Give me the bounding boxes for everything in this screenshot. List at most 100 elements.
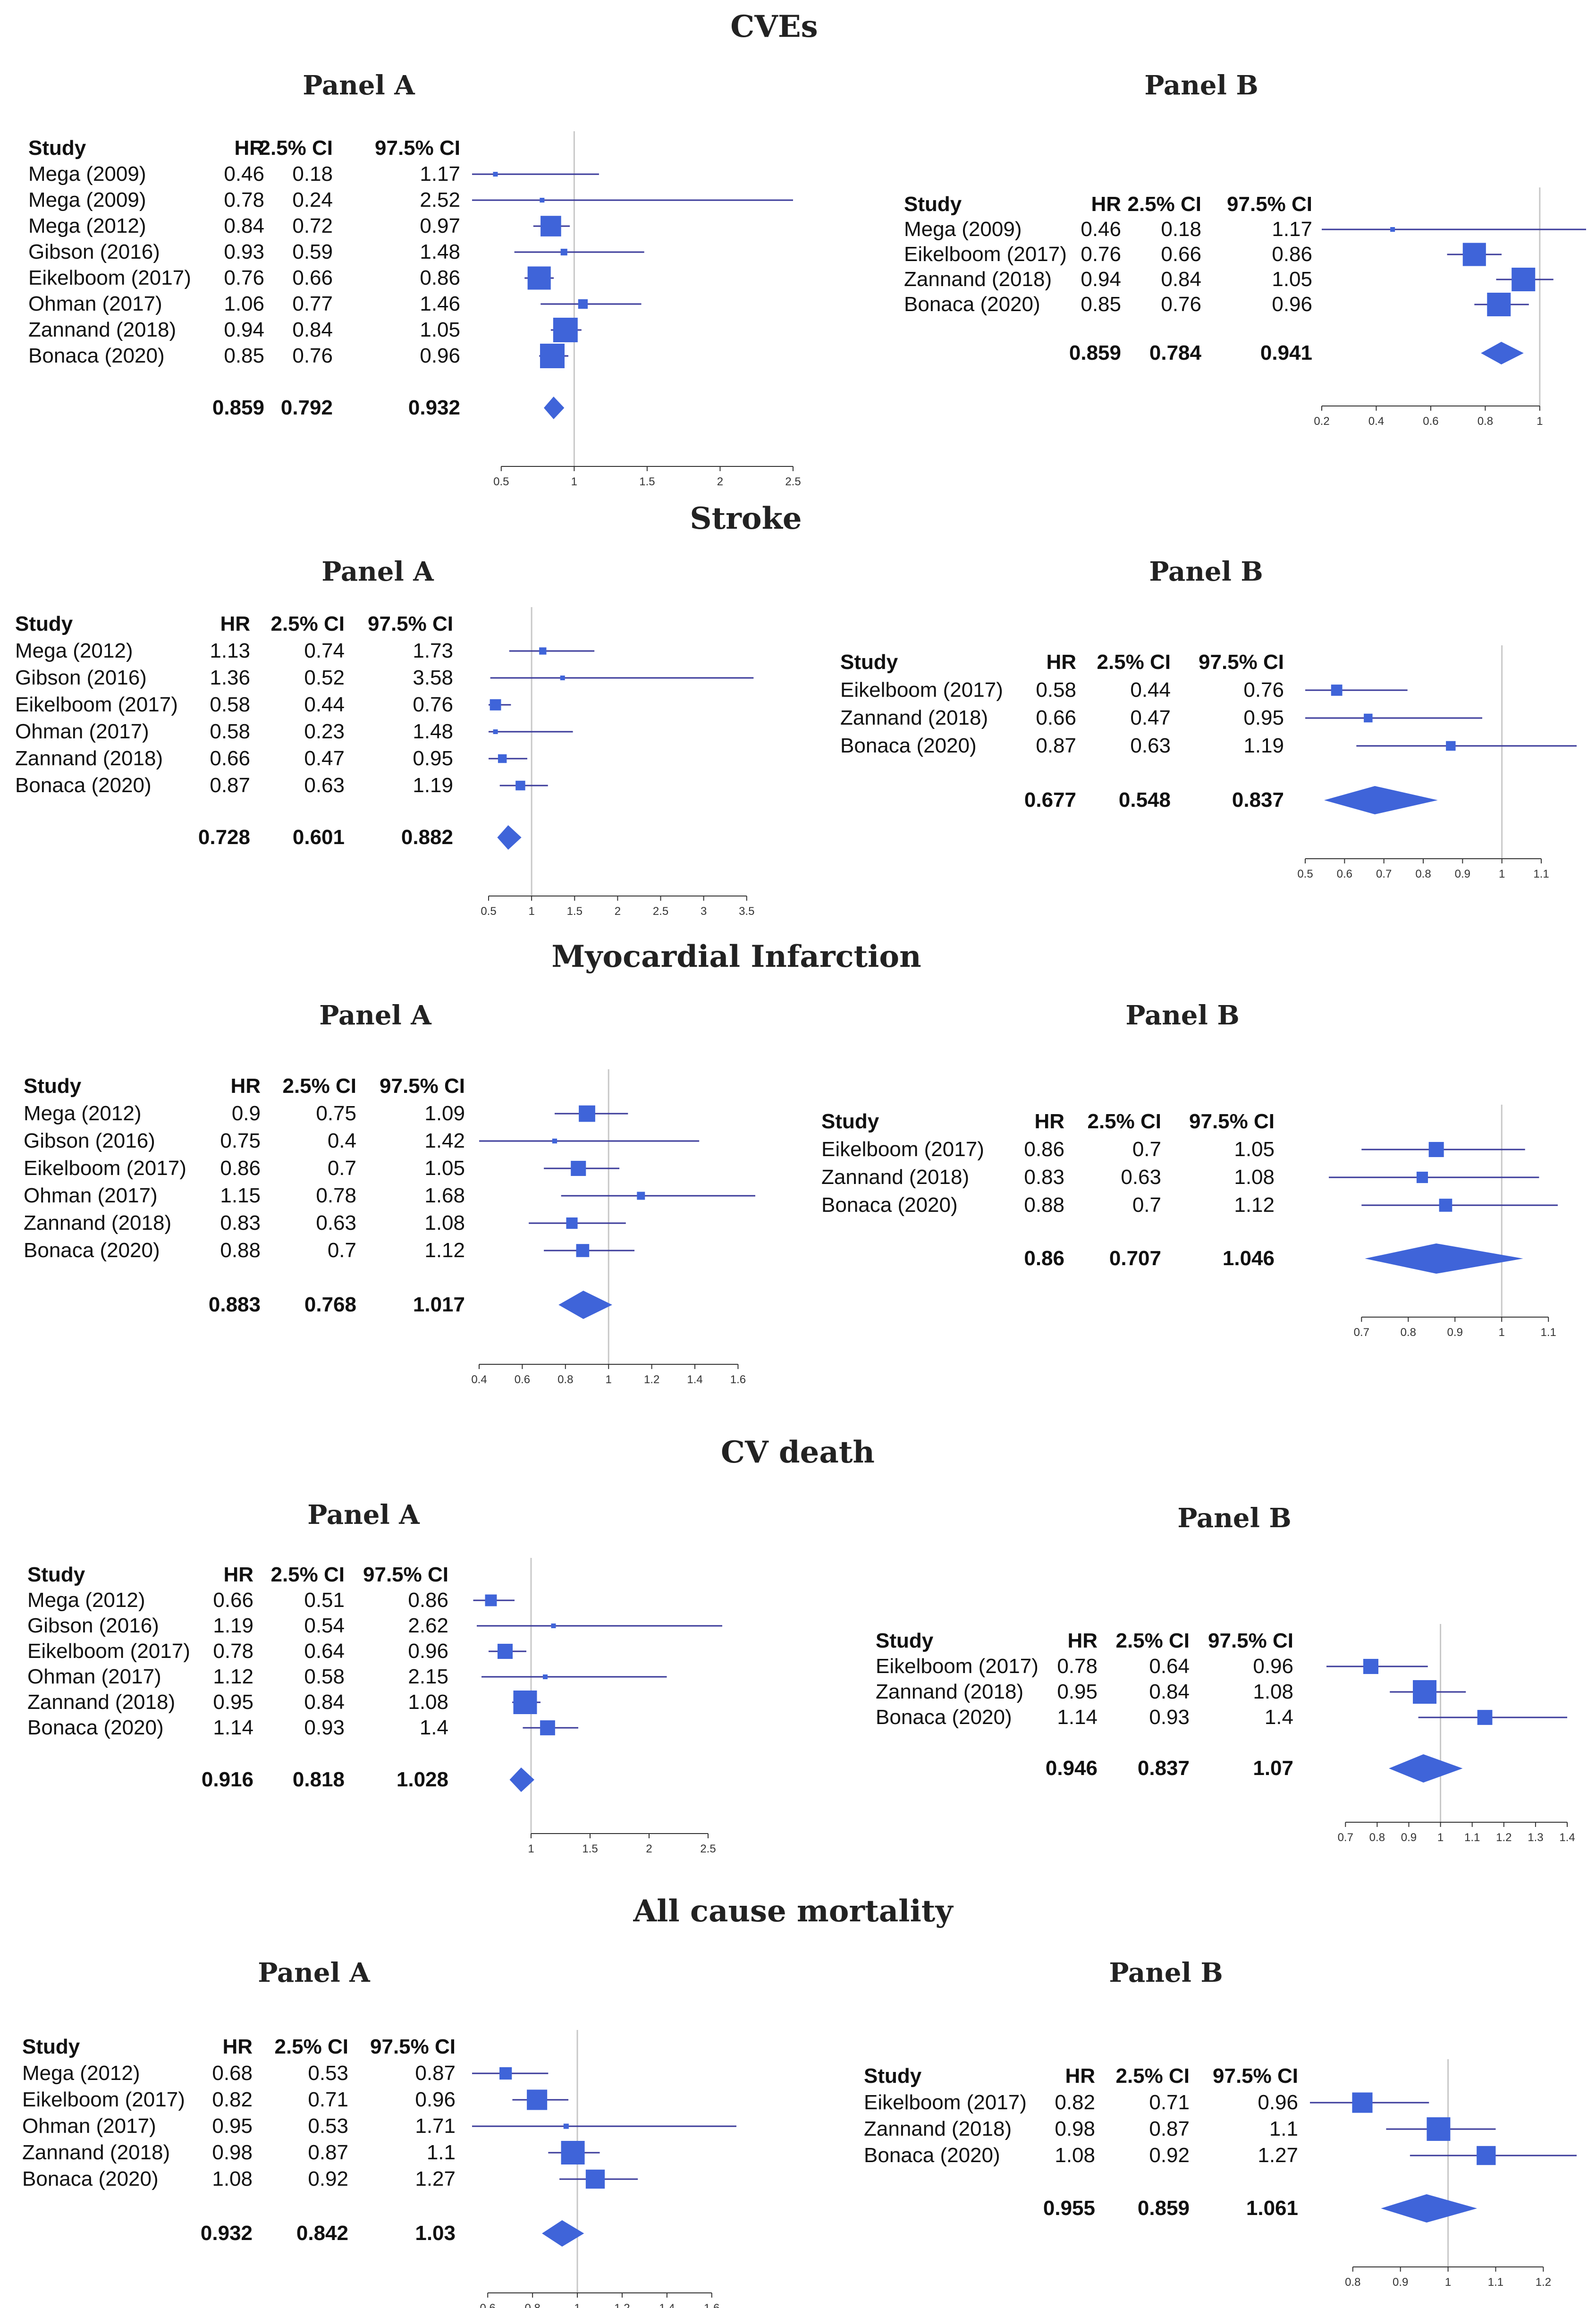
ci-high-value: 2.15 (408, 1665, 448, 1688)
pooled-ci-low-value: 0.818 (293, 1768, 345, 1791)
x-tick-label: 2.5 (653, 905, 668, 918)
ci-high-value: 1.27 (1258, 2144, 1298, 2167)
table-row: Eikelboom (2017) 0.78 0.64 0.96 (27, 1640, 526, 1663)
ci-low-value: 0.47 (1130, 706, 1171, 729)
hr-marker (585, 2169, 605, 2189)
ci-low-value: 0.7 (1132, 1193, 1161, 1217)
pooled-ci-high-value: 1.03 (415, 2222, 456, 2245)
hr-value: 0.94 (224, 318, 264, 341)
x-tick-label: 2.5 (785, 475, 801, 488)
header-ci-high: 97.5% CI (1199, 651, 1284, 674)
x-tick-label: 0.9 (1401, 1831, 1417, 1844)
hr-marker (561, 2141, 585, 2164)
study-label: Mega (2012) (27, 1589, 145, 1612)
table-row: Mega (2012) 0.84 0.72 0.97 (28, 214, 570, 237)
ci-low-value: 0.53 (308, 2062, 348, 2085)
x-tick-label: 3.5 (739, 905, 754, 918)
x-tick-label: 0.7 (1376, 868, 1392, 880)
ci-low-value: 0.78 (316, 1184, 356, 1207)
pooled-hr-value: 0.728 (198, 826, 250, 849)
ci-high-value: 1.08 (1253, 1680, 1293, 1703)
table-row: Bonaca (2020) 0.85 0.76 0.96 (28, 344, 568, 368)
panel-title: Panel B (1109, 1957, 1223, 1988)
ci-low-value: 0.76 (1161, 293, 1201, 316)
x-tick-label: 1.2 (614, 2302, 630, 2308)
hr-value: 0.82 (1055, 2091, 1095, 2114)
x-tick-label: 1.5 (582, 1843, 598, 1855)
study-label: Bonaca (2020) (864, 2144, 1000, 2167)
table-row: Ohman (2017) 1.12 0.58 2.15 (27, 1665, 667, 1688)
panel-b: Panel B Study HR 2.5% CI 97.5% CI Eikelboom (… (864, 1957, 1577, 2289)
ci-high-value: 1.27 (415, 2167, 456, 2190)
ci-low-value: 0.72 (292, 214, 333, 237)
pooled-hr-value: 0.932 (201, 2222, 253, 2245)
x-tick-label: 0.8 (1369, 1831, 1385, 1844)
hr-value: 0.78 (213, 1640, 253, 1663)
ci-low-value: 0.18 (1161, 218, 1201, 241)
ci-low-value: 0.92 (308, 2167, 348, 2190)
x-tick-label: 0.6 (1337, 868, 1352, 880)
hr-marker (551, 1623, 556, 1628)
panel-a: Panel A Study HR 2.5% CI 97.5% CI Mega (2012)… (22, 1957, 736, 2308)
x-tick-label: 0.6 (480, 2302, 496, 2308)
pooled-diamond (1481, 342, 1524, 364)
x-tick-label: 1 (606, 1373, 612, 1386)
hr-value: 0.94 (1081, 268, 1121, 291)
hr-value: 0.76 (1081, 243, 1121, 266)
header-ci-high: 97.5% CI (370, 2035, 456, 2058)
hr-value: 1.06 (224, 292, 264, 315)
ci-high-value: 3.58 (413, 666, 453, 689)
hr-value: 0.95 (213, 1691, 253, 1714)
hr-marker (543, 1674, 548, 1679)
ci-high-value: 1.48 (420, 240, 460, 263)
ci-high-value: 0.86 (420, 266, 460, 289)
x-axis: 0.7 0.8 0.9 1 1.1 1.2 1.3 1.4 (1338, 1822, 1575, 1844)
pooled-row: 0.946 0.837 1.07 (1046, 1754, 1463, 1783)
study-label: Mega (2009) (904, 218, 1022, 241)
ci-low-value: 0.84 (1149, 1680, 1190, 1703)
hr-value: 0.85 (224, 344, 264, 367)
hr-value: 0.82 (212, 2088, 253, 2111)
table-row: Eikelboom (2017) 0.76 0.66 0.86 (28, 266, 554, 290)
x-tick-label: 0.4 (471, 1373, 487, 1386)
hr-value: 0.86 (1024, 1138, 1064, 1161)
ci-low-value: 0.18 (292, 162, 333, 186)
hr-marker (493, 729, 498, 734)
table-row: Gibson (2016) 1.36 0.52 3.58 (15, 666, 754, 689)
panel-title: Panel B (1144, 70, 1258, 101)
table-row: Zannand (2018) 0.66 0.47 0.95 (840, 706, 1482, 729)
ci-high-value: 1.1 (427, 2141, 456, 2164)
x-tick-label: 2 (615, 905, 621, 918)
header-ci-high: 97.5% CI (1189, 1110, 1275, 1133)
ci-high-value: 1.05 (420, 318, 460, 341)
table-row: Mega (2012) 0.66 0.51 0.86 (27, 1589, 515, 1612)
panel-title: Panel A (303, 70, 415, 101)
study-label: Bonaca (2020) (28, 344, 165, 367)
hr-marker (560, 676, 565, 680)
table-row: Zannand (2018) 0.66 0.47 0.95 (15, 747, 528, 770)
hr-marker (485, 1594, 497, 1606)
table-row: Zannand (2018) 0.98 0.87 1.1 (22, 2141, 600, 2164)
table-row: Ohman (2017) 1.06 0.77 1.46 (28, 292, 642, 315)
pooled-ci-low-value: 0.837 (1138, 1757, 1190, 1780)
hr-marker (497, 1643, 513, 1659)
hr-value: 0.78 (224, 188, 264, 211)
x-tick-label: 1 (1499, 1326, 1505, 1339)
panel-title: Panel A (307, 1499, 420, 1530)
ci-low-value: 0.24 (292, 188, 333, 211)
ci-high-value: 0.95 (1243, 706, 1284, 729)
table-row: Eikelboom (2017) 0.82 0.71 0.96 (22, 2088, 569, 2111)
hr-marker (1352, 2092, 1373, 2113)
pooled-row: 0.859 0.784 0.941 (1069, 341, 1524, 364)
header-study: Study (27, 1563, 85, 1586)
table-row: Mega (2009) 0.46 0.18 1.17 (28, 162, 599, 186)
study-label: Mega (2009) (28, 162, 146, 186)
ci-low-value: 0.47 (304, 747, 345, 770)
hr-value: 0.9 (232, 1102, 261, 1125)
table-row: Mega (2012) 1.13 0.74 1.73 (15, 639, 595, 662)
x-axis: 0.5 0.6 0.7 0.8 0.9 1 1.1 (1297, 858, 1549, 880)
hr-value: 0.95 (212, 2114, 253, 2138)
x-tick-label: 0.7 (1338, 1831, 1353, 1844)
header-study: Study (821, 1110, 879, 1133)
